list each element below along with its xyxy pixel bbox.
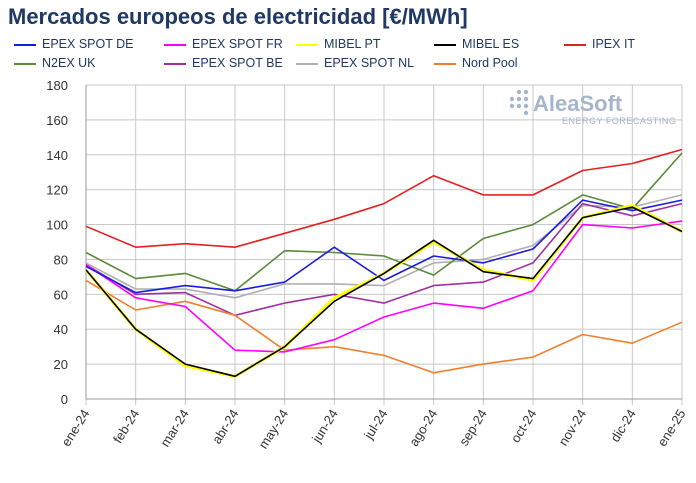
legend-label: IPEX IT xyxy=(592,37,636,51)
legend-swatch xyxy=(434,43,456,46)
logo-tagline: ENERGY FORECASTING xyxy=(562,116,676,126)
legend-item: IPEX IT xyxy=(564,36,635,52)
x-tick-label: abr-24 xyxy=(209,407,242,447)
y-tick-label: 160 xyxy=(46,113,68,128)
series-line-mibel-es xyxy=(85,206,683,378)
y-tick-label: 140 xyxy=(46,148,68,163)
series-layer xyxy=(84,148,683,378)
series-line-ipex-it xyxy=(85,148,683,248)
series-line-epex-spot-de xyxy=(85,199,683,294)
series-line-n2ex-uk xyxy=(85,152,683,292)
y-tick-label: 100 xyxy=(46,218,68,233)
legend-swatch xyxy=(296,62,318,65)
legend-label: N2EX UK xyxy=(42,56,96,70)
legend-label: EPEX SPOT DE xyxy=(42,37,134,51)
legend-label: Nord Pool xyxy=(462,56,518,70)
legend-item: EPEX SPOT FR xyxy=(164,36,283,52)
legend-swatch xyxy=(164,43,186,46)
logo-name: AleaSoft xyxy=(533,91,623,116)
series-line-epex-spot-fr xyxy=(85,220,683,353)
x-tick-label: ago-24 xyxy=(406,407,440,449)
x-tick-label: ene-25 xyxy=(654,407,688,449)
x-tick-label: feb-24 xyxy=(110,407,142,446)
legend-label: EPEX SPOT NL xyxy=(324,56,415,70)
y-tick-label: 80 xyxy=(54,252,68,267)
y-tick-label: 180 xyxy=(46,78,68,93)
grid-layer xyxy=(85,84,683,405)
legend-label: EPEX SPOT BE xyxy=(192,56,283,70)
legend-item: EPEX SPOT BE xyxy=(164,55,283,71)
x-tick-label: ene-24 xyxy=(58,407,92,449)
aleasoft-logo: AleaSoft ENERGY FORECASTING xyxy=(509,89,676,126)
x-tick-label: jun-24 xyxy=(308,407,340,446)
legend-item: N2EX UK xyxy=(14,55,96,71)
legend-swatch xyxy=(296,43,318,46)
legend-item: MIBEL ES xyxy=(434,36,519,52)
legend-item: EPEX SPOT NL xyxy=(296,55,414,71)
legend-item: EPEX SPOT DE xyxy=(14,36,133,52)
x-tick-label: jul-24 xyxy=(360,407,390,443)
legend-swatch xyxy=(14,62,36,65)
y-tick-labels: 0 20 40 60 80 100 120 140 160 180 xyxy=(46,78,68,407)
legend-item: MIBEL PT xyxy=(296,36,381,52)
y-tick-label: 40 xyxy=(54,322,68,337)
legend-swatch xyxy=(14,43,36,46)
x-tick-label: sep-24 xyxy=(456,407,490,449)
x-tick-label: may-24 xyxy=(256,407,292,452)
x-tick-label: dic-24 xyxy=(607,407,638,445)
x-tick-label: nov-24 xyxy=(555,407,589,449)
y-tick-label: 120 xyxy=(46,183,68,198)
chart-title: Mercados europeos de electricidad [€/MWh… xyxy=(8,4,468,29)
y-tick-label: 60 xyxy=(54,287,68,302)
series-line-nord-pool xyxy=(85,279,683,374)
legend-swatch xyxy=(564,43,586,46)
x-tick-label: oct-24 xyxy=(508,407,540,446)
legend-item: Nord Pool xyxy=(434,55,518,71)
x-tick-labels: ene-24 feb-24 mar-24 abr-24 may-24 jun-24 jul-… xyxy=(58,407,688,452)
x-tick-label: mar-24 xyxy=(157,407,192,450)
legend-label: EPEX SPOT FR xyxy=(192,37,283,51)
y-tick-label: 0 xyxy=(61,392,68,407)
legend-label: MIBEL ES xyxy=(462,37,520,51)
series-line-epex-spot-be xyxy=(85,202,683,317)
y-tick-label: 20 xyxy=(54,357,68,372)
logo-dots-icon xyxy=(509,89,529,116)
legend-label: MIBEL PT xyxy=(324,37,381,51)
legend-swatch xyxy=(164,62,186,65)
legend-swatch xyxy=(434,62,456,65)
series-line-epex-spot-nl xyxy=(85,194,683,299)
